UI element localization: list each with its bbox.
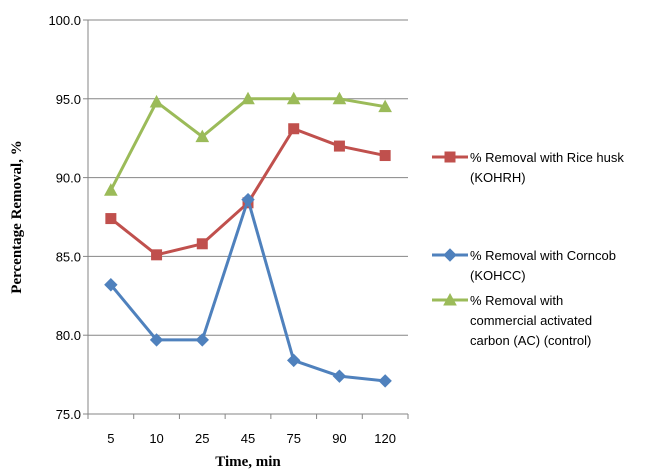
series-group [104, 91, 392, 388]
x-tick-label: 120 [374, 431, 396, 446]
data-point [196, 238, 208, 250]
legend-item: % Removal with Corncob (KOHCC) [432, 248, 616, 283]
y-tick-label: 95.0 [56, 92, 81, 107]
data-point [241, 91, 255, 105]
legend-label: % Removal with [470, 293, 563, 308]
x-tick-label: 45 [241, 431, 255, 446]
y-tick-label: 75.0 [56, 407, 81, 422]
x-tick-label: 25 [195, 431, 209, 446]
data-point [286, 91, 301, 105]
data-point [379, 150, 391, 162]
legend-marker [443, 248, 457, 262]
legend-label: % Removal with Corncob [470, 248, 616, 263]
y-axis-title: Percentage Removal, % [9, 140, 25, 293]
data-point [104, 278, 118, 292]
x-tick-label: 5 [107, 431, 114, 446]
y-tick-label: 100.0 [48, 13, 81, 28]
x-axis-title: Time, min [215, 454, 281, 470]
data-point [378, 99, 392, 113]
data-point [105, 213, 117, 225]
tick-labels: 75.0 80.0 85.0 90.0 95.0 100.0 5 10 25 45 75 90 120 [48, 13, 396, 446]
y-tick-label: 80.0 [56, 328, 81, 343]
data-point [332, 91, 347, 105]
x-tick-label: 90 [332, 431, 346, 446]
y-tick-label: 90.0 [56, 171, 81, 186]
legend-marker [443, 292, 457, 306]
x-tick-label: 10 [149, 431, 163, 446]
data-point [151, 249, 163, 261]
legend-label: carbon (AC) (control) [470, 333, 591, 348]
series-triangle [104, 91, 392, 196]
data-point [288, 123, 300, 135]
legend-item: % Removal with commercial activated carbon… [432, 292, 592, 348]
data-point [149, 333, 164, 347]
axes [83, 19, 409, 419]
series-line [109, 198, 386, 383]
legend-marker [444, 151, 456, 163]
y-tick-label: 85.0 [56, 249, 81, 264]
data-point [104, 183, 118, 196]
legend-label: commercial activated [470, 313, 592, 328]
series-square [105, 123, 391, 261]
data-point [195, 129, 210, 143]
legend-label: % Removal with Rice husk [470, 150, 624, 165]
data-point [378, 374, 392, 388]
gridlines [88, 19, 408, 336]
data-point [287, 353, 301, 368]
series-diamond [104, 192, 392, 388]
legend-item: % Removal with Rice husk (KOHRH) [432, 150, 624, 185]
data-point [195, 333, 209, 347]
legend: % Removal with Rice husk(KOHRH)% Removal… [432, 150, 624, 348]
legend-label: (KOHCC) [470, 268, 526, 283]
legend-label: (KOHRH) [470, 170, 526, 185]
data-point [332, 369, 347, 383]
x-tick-label: 75 [286, 431, 300, 446]
data-point [333, 140, 345, 152]
data-point [241, 192, 255, 207]
data-point [149, 94, 164, 108]
